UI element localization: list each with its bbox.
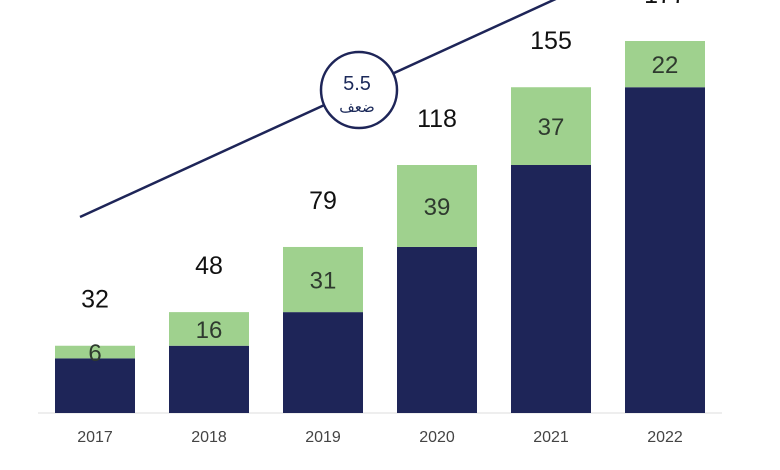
total-label-2021: 155 <box>530 27 572 55</box>
growth-multiplier-value: 5.5 <box>343 73 371 95</box>
x-tick-label-2019: 2019 <box>305 429 341 446</box>
increase-label-2022: 22 <box>652 52 679 79</box>
increase-label-2021: 37 <box>538 114 565 141</box>
bar-base-2017 <box>55 358 135 413</box>
x-tick-label-2021: 2021 <box>533 429 569 446</box>
total-label-2017: 32 <box>81 286 109 314</box>
bar-base-2019 <box>283 312 363 413</box>
increase-label-2020: 39 <box>424 194 451 221</box>
total-label-2018: 48 <box>195 252 223 280</box>
increase-label-2018: 16 <box>196 317 223 344</box>
x-tick-label-2020: 2020 <box>419 429 455 446</box>
bar-increase-2022 <box>625 41 705 88</box>
total-label-2020: 118 <box>417 105 457 133</box>
growth-trend-line <box>79 0 557 219</box>
growth-multiplier-text: ضعف <box>339 98 375 116</box>
growth-annotation-circle <box>319 50 399 130</box>
growth-annotation: 5.5 ضعف <box>319 50 399 130</box>
increase-label-2017: 6 <box>88 340 101 367</box>
total-label-2022: 177 <box>644 0 686 9</box>
bar-base-2018 <box>169 345 249 413</box>
bar-increase-2020 <box>397 165 477 247</box>
bar-base-2021 <box>511 165 591 413</box>
bar-increase-2021 <box>511 87 591 165</box>
bar-base-2020 <box>397 246 477 413</box>
x-tick-label-2017: 2017 <box>77 429 113 446</box>
total-label-2019: 79 <box>309 187 337 215</box>
bar-increase-2017 <box>55 345 135 359</box>
bar-base-2022 <box>625 87 705 413</box>
x-tick-label-2018: 2018 <box>191 429 227 446</box>
x-tick-label-2022: 2022 <box>647 429 683 446</box>
bar-increase-2018 <box>169 312 249 346</box>
bars-layer: 6 32 2017 16 48 2018 31 79 2019 39 118 2020 37 155 202… <box>55 0 705 446</box>
increase-label-2019: 31 <box>310 268 337 295</box>
bar-increase-2019 <box>283 246 363 313</box>
